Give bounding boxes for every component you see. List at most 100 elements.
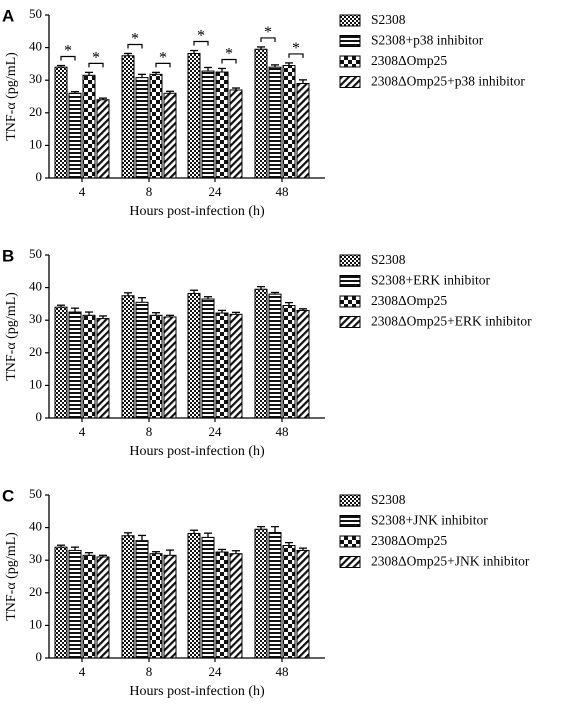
bar [282,545,296,659]
legend-swatch [339,556,361,568]
bar [82,314,96,419]
panel-letter: B [2,246,14,265]
y-tick-label: 20 [29,344,42,359]
bar [121,535,135,659]
bar [215,71,229,179]
y-tick-label: 10 [29,616,42,631]
y-tick-label: 50 [29,6,42,21]
significance-bracket [60,55,76,61]
bar [163,316,177,419]
bar [149,553,163,659]
y-tick-label: 20 [29,104,42,119]
panel-letter: C [2,486,14,505]
legend-label: S2308+ERK inhibitor [371,273,490,288]
x-tick-label: 8 [146,664,153,679]
significance-bracket [127,43,143,49]
y-tick-label: 40 [29,39,42,54]
y-tick-label: 30 [29,71,42,86]
x-tick-label: 48 [276,184,289,199]
legend-swatch [339,295,361,308]
bar [135,77,149,179]
y-tick-label: 0 [36,169,43,184]
x-tick-label: 48 [276,424,289,439]
bar [187,292,201,419]
y-axis-title: TNF-α (pg/mL) [4,532,19,621]
x-tick-label: 8 [146,424,153,439]
bar [187,532,201,659]
bar [54,306,68,419]
bar [68,92,82,179]
significance-star: * [131,30,139,47]
bar [268,66,282,179]
bar [215,312,229,419]
legend-swatch [339,254,361,267]
bar [163,92,177,179]
significance-bracket [193,40,209,46]
bar [229,89,243,179]
significance-star: * [64,43,72,60]
bar [135,540,149,659]
bar [268,531,282,659]
significance-star: * [225,45,233,62]
significance-bracket [88,62,104,68]
legend-label: 2308ΔOmp25 [371,53,447,68]
x-axis-title: Hours post-infection (h) [129,444,265,459]
panel-letter: A [2,6,14,25]
bar [135,301,149,419]
legend-label: 2308ΔOmp25+JNK inhibitor [371,554,530,569]
bar [96,318,110,419]
bar [296,549,310,659]
bar [268,293,282,419]
legend-swatch [339,76,361,88]
x-tick-label: 4 [79,424,86,439]
y-tick-label: 10 [29,376,42,391]
significance-bracket [221,58,237,64]
bar [201,70,215,179]
bar [121,55,135,179]
bar [296,82,310,179]
significance-star: * [197,28,205,45]
bar [201,536,215,659]
bar [68,549,82,659]
y-tick-label: 40 [29,519,42,534]
bar [201,298,215,419]
legend-label: 2308ΔOmp25 [371,533,447,548]
legend-swatch [339,494,361,507]
x-tick-label: 4 [79,664,86,679]
bar [54,546,68,659]
bar [254,528,268,659]
bar [229,313,243,419]
bar [254,48,268,179]
legend-swatch [339,55,361,68]
y-tick-label: 50 [29,486,42,501]
significance-star: * [92,49,100,66]
legend-label: S2308+JNK inhibitor [371,513,488,528]
x-tick-label: 24 [209,424,223,439]
significance-star: * [264,24,272,41]
bar [187,52,201,179]
legend-swatch [339,35,361,47]
bar [282,65,296,179]
bar [82,74,96,179]
legend-swatch [339,515,361,527]
legend-swatch [339,316,361,328]
y-axis-title: TNF-α (pg/mL) [4,292,19,381]
bar [149,73,163,179]
legend-label: 2308ΔOmp25+p38 inhibitor [371,74,525,89]
legend-label: S2308 [371,492,406,507]
legend-label: S2308+p38 inhibitor [371,33,484,48]
y-tick-label: 50 [29,246,42,261]
bar [82,554,96,659]
bar [296,309,310,419]
legend-swatch [339,14,361,27]
y-tick-label: 20 [29,584,42,599]
legend-swatch [339,275,361,287]
significance-bracket [155,62,171,68]
x-tick-label: 24 [209,184,223,199]
x-axis-title: Hours post-infection (h) [129,204,265,219]
legend-label: 2308ΔOmp25 [371,293,447,308]
